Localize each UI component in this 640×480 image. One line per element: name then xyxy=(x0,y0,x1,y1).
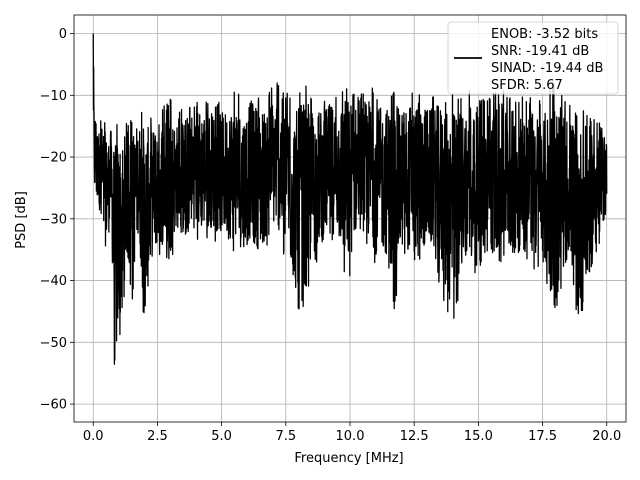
y-tick-label: −50 xyxy=(40,336,67,351)
x-tick-label: 7.5 xyxy=(275,429,296,444)
y-tick-label: −30 xyxy=(40,212,67,227)
x-tick-label: 12.5 xyxy=(400,429,429,444)
y-axis-label: PSD [dB] xyxy=(14,191,29,249)
x-tick-label: 2.5 xyxy=(147,429,168,444)
legend: ENOB: -3.52 bits SNR: -19.41 dB SINAD: -… xyxy=(447,21,619,95)
x-tick-label: 17.5 xyxy=(528,429,557,444)
x-tick-label: 5.0 xyxy=(211,429,232,444)
y-tick-label: 0 xyxy=(59,27,67,42)
legend-snr: SNR: -19.41 dB xyxy=(491,44,589,59)
y-tick-label: −10 xyxy=(40,89,67,104)
psd-series-line xyxy=(92,33,608,365)
legend-enob: ENOB: -3.52 bits xyxy=(491,27,598,42)
x-axis-label: Frequency [MHz] xyxy=(294,451,403,466)
legend-box xyxy=(447,21,619,95)
y-tick-label: −20 xyxy=(40,151,67,166)
y-axis: 0 −10 −20 −30 −40 −50 −60 xyxy=(40,27,74,413)
x-tick-label: 15.0 xyxy=(464,429,493,444)
legend-sfdr: SFDR: 5.67 xyxy=(491,78,563,93)
legend-sinad: SINAD: -19.44 dB xyxy=(491,61,603,76)
x-tick-label: 10.0 xyxy=(336,429,365,444)
y-tick-label: −40 xyxy=(40,274,67,289)
x-axis: 0.0 2.5 5.0 7.5 10.0 12.5 15.0 17.5 20.0 xyxy=(83,422,621,444)
series-layer xyxy=(92,33,608,365)
x-tick-label: 20.0 xyxy=(592,429,621,444)
y-tick-label: −60 xyxy=(40,398,67,413)
x-tick-label: 0.0 xyxy=(83,429,104,444)
